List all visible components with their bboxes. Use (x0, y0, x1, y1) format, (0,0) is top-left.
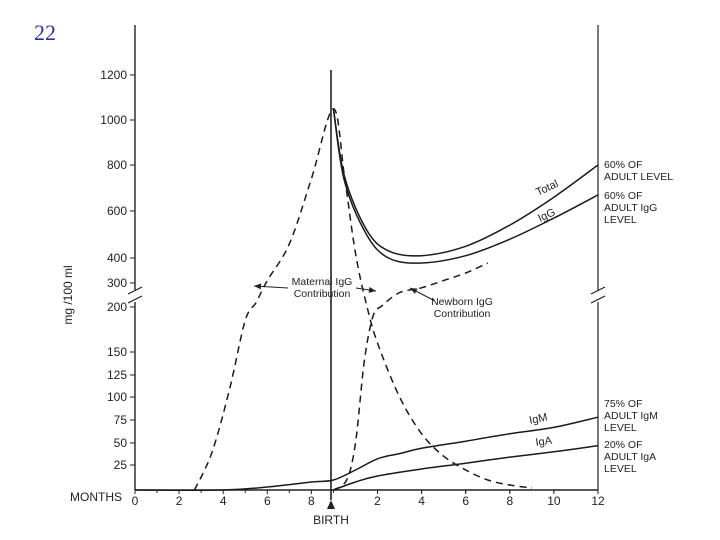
y-tick-label: 100 (107, 390, 127, 404)
series-total (332, 108, 599, 257)
y-tick-label: 400 (107, 251, 127, 265)
igm-end-label: 75% OF ADULT IgM LEVEL (604, 398, 658, 434)
y-tick-label: 25 (114, 458, 128, 472)
y-tick-label: 300 (107, 276, 127, 290)
axis-break-mark (590, 295, 606, 304)
igg-end-label-line: 60% OF (604, 190, 643, 202)
newborn-igg-label: Newborn IgG Contribution (431, 296, 493, 320)
birth-arrow (327, 500, 335, 509)
igg-end-label-line: ADULT IgG (604, 202, 657, 214)
series-igm (134, 416, 599, 491)
x-tick-label: 2 (176, 494, 183, 508)
series-curves (134, 108, 599, 491)
iga-end-label-line: ADULT IgA (604, 451, 656, 463)
igg-curve-label: IgG (536, 206, 557, 224)
iga-curve-label: IgA (535, 435, 554, 449)
newborn-igg-label-line: Contribution (434, 308, 491, 320)
y-tick-label: 1200 (100, 68, 127, 82)
iga-end-label-line: LEVEL (604, 463, 637, 475)
x-tick-label: 6 (264, 494, 271, 508)
igg-end-label-line: LEVEL (604, 214, 637, 226)
y-tick-label: 50 (114, 436, 128, 450)
series-iga (333, 444, 599, 491)
total-end-label-line: ADULT LEVEL (604, 171, 673, 183)
x-tick-label: 6 (462, 494, 469, 508)
axis-break-mark (127, 295, 143, 304)
x-tick-label: 4 (220, 494, 227, 508)
birth-label: BIRTH (313, 513, 349, 527)
series-maternal-igg-contribution (193, 108, 533, 491)
x-tick-label: 0 (132, 494, 139, 508)
igm-end-label-line: LEVEL (604, 422, 637, 434)
igm-end-label-line: 75% OF (604, 398, 643, 410)
igg-end-label: 60% OF ADULT IgG LEVEL (604, 190, 657, 226)
x-tick-label: 4 (418, 494, 425, 508)
total-end-label-line: 60% OF (604, 159, 643, 171)
maternal-leader-left-head (254, 283, 262, 290)
igm-curve-label: IgM (528, 411, 548, 427)
maternal-igg-label: Maternal IgG Contribution (292, 276, 353, 300)
plot-frame (127, 25, 606, 509)
iga-end-label-line: 20% OF (604, 439, 643, 451)
total-end-label: 60% OF ADULT LEVEL (604, 159, 673, 183)
series-igg (332, 108, 599, 264)
x-tick-label: 8 (308, 494, 315, 508)
y-axis-ticks: 25 50 75 100 125 150 200 300 400 600 800 1000 1200 (100, 68, 135, 472)
y-tick-label: 800 (107, 158, 127, 172)
maternal-igg-label-line: Contribution (294, 288, 351, 300)
newborn-igg-label-line: Newborn IgG (431, 296, 493, 308)
y-tick-label: 150 (107, 345, 127, 359)
y-tick-label: 200 (107, 300, 127, 314)
axis-break-mark (590, 286, 606, 295)
x-tick-label: 8 (506, 494, 513, 508)
iga-end-label: 20% OF ADULT IgA LEVEL (604, 439, 656, 475)
x-axis-ticks: 0 2 4 6 8 2 4 6 8 10 12 (132, 490, 605, 508)
x-tick-label: 10 (547, 494, 561, 508)
y-tick-label: 125 (107, 368, 127, 382)
x-tick-label: 2 (374, 494, 381, 508)
y-tick-label: 600 (107, 204, 127, 218)
axis-break-mark (127, 286, 143, 295)
y-axis-label: mg /100 ml (61, 265, 75, 324)
x-tick-label: 12 (591, 494, 605, 508)
igm-end-label-line: ADULT IgM (604, 410, 658, 422)
y-tick-label: 1000 (100, 113, 127, 127)
x-axis-label: MONTHS (70, 490, 122, 504)
series-newborn-igg-contribution (332, 262, 489, 491)
maternal-igg-label-line: Maternal IgG (292, 276, 353, 288)
slide-number: 22 (34, 20, 56, 45)
maternal-leader-right-head (368, 286, 376, 293)
y-tick-label: 75 (114, 413, 128, 427)
newborn-leader-head (410, 288, 418, 294)
